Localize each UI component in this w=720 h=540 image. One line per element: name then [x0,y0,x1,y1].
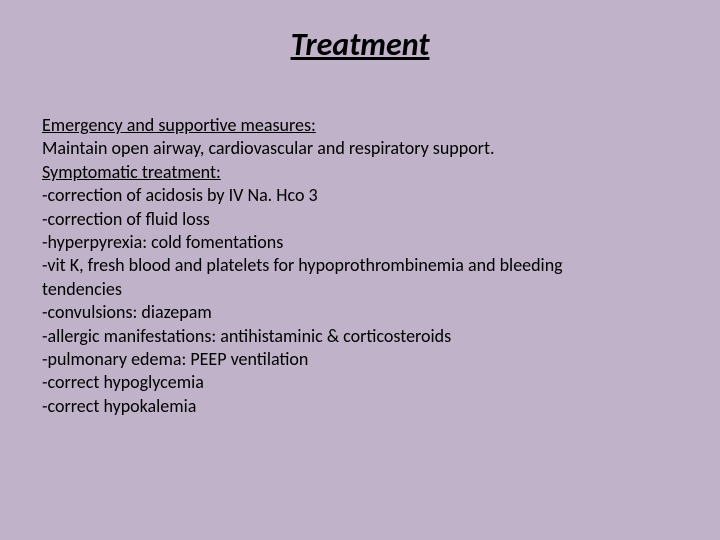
body-line: -correct hypoglycemia [42,371,678,394]
body-line: -correct hypokalemia [42,395,678,418]
body-line: Maintain open airway, cardiovascular and… [42,137,678,160]
slide-content: Emergency and supportive measures: Maint… [42,114,678,418]
body-line: -correction of acidosis by IV Na. Hco 3 [42,184,678,207]
body-line: -pulmonary edema: PEEP ventilation [42,348,678,371]
body-line: -correction of fluid loss [42,208,678,231]
body-line: -vit K, fresh blood and platelets for hy… [42,254,678,277]
body-line: -allergic manifestations: antihistaminic… [42,325,678,348]
slide-title: Treatment [42,25,678,64]
body-line: -convulsions: diazepam [42,301,678,324]
body-line: -hyperpyrexia: cold fomentations [42,231,678,254]
slide-container: Treatment Emergency and supportive measu… [0,0,720,540]
section-heading-symptomatic: Symptomatic treatment: [42,161,678,184]
section-heading-emergency: Emergency and supportive measures: [42,114,678,137]
body-line: tendencies [42,278,678,301]
